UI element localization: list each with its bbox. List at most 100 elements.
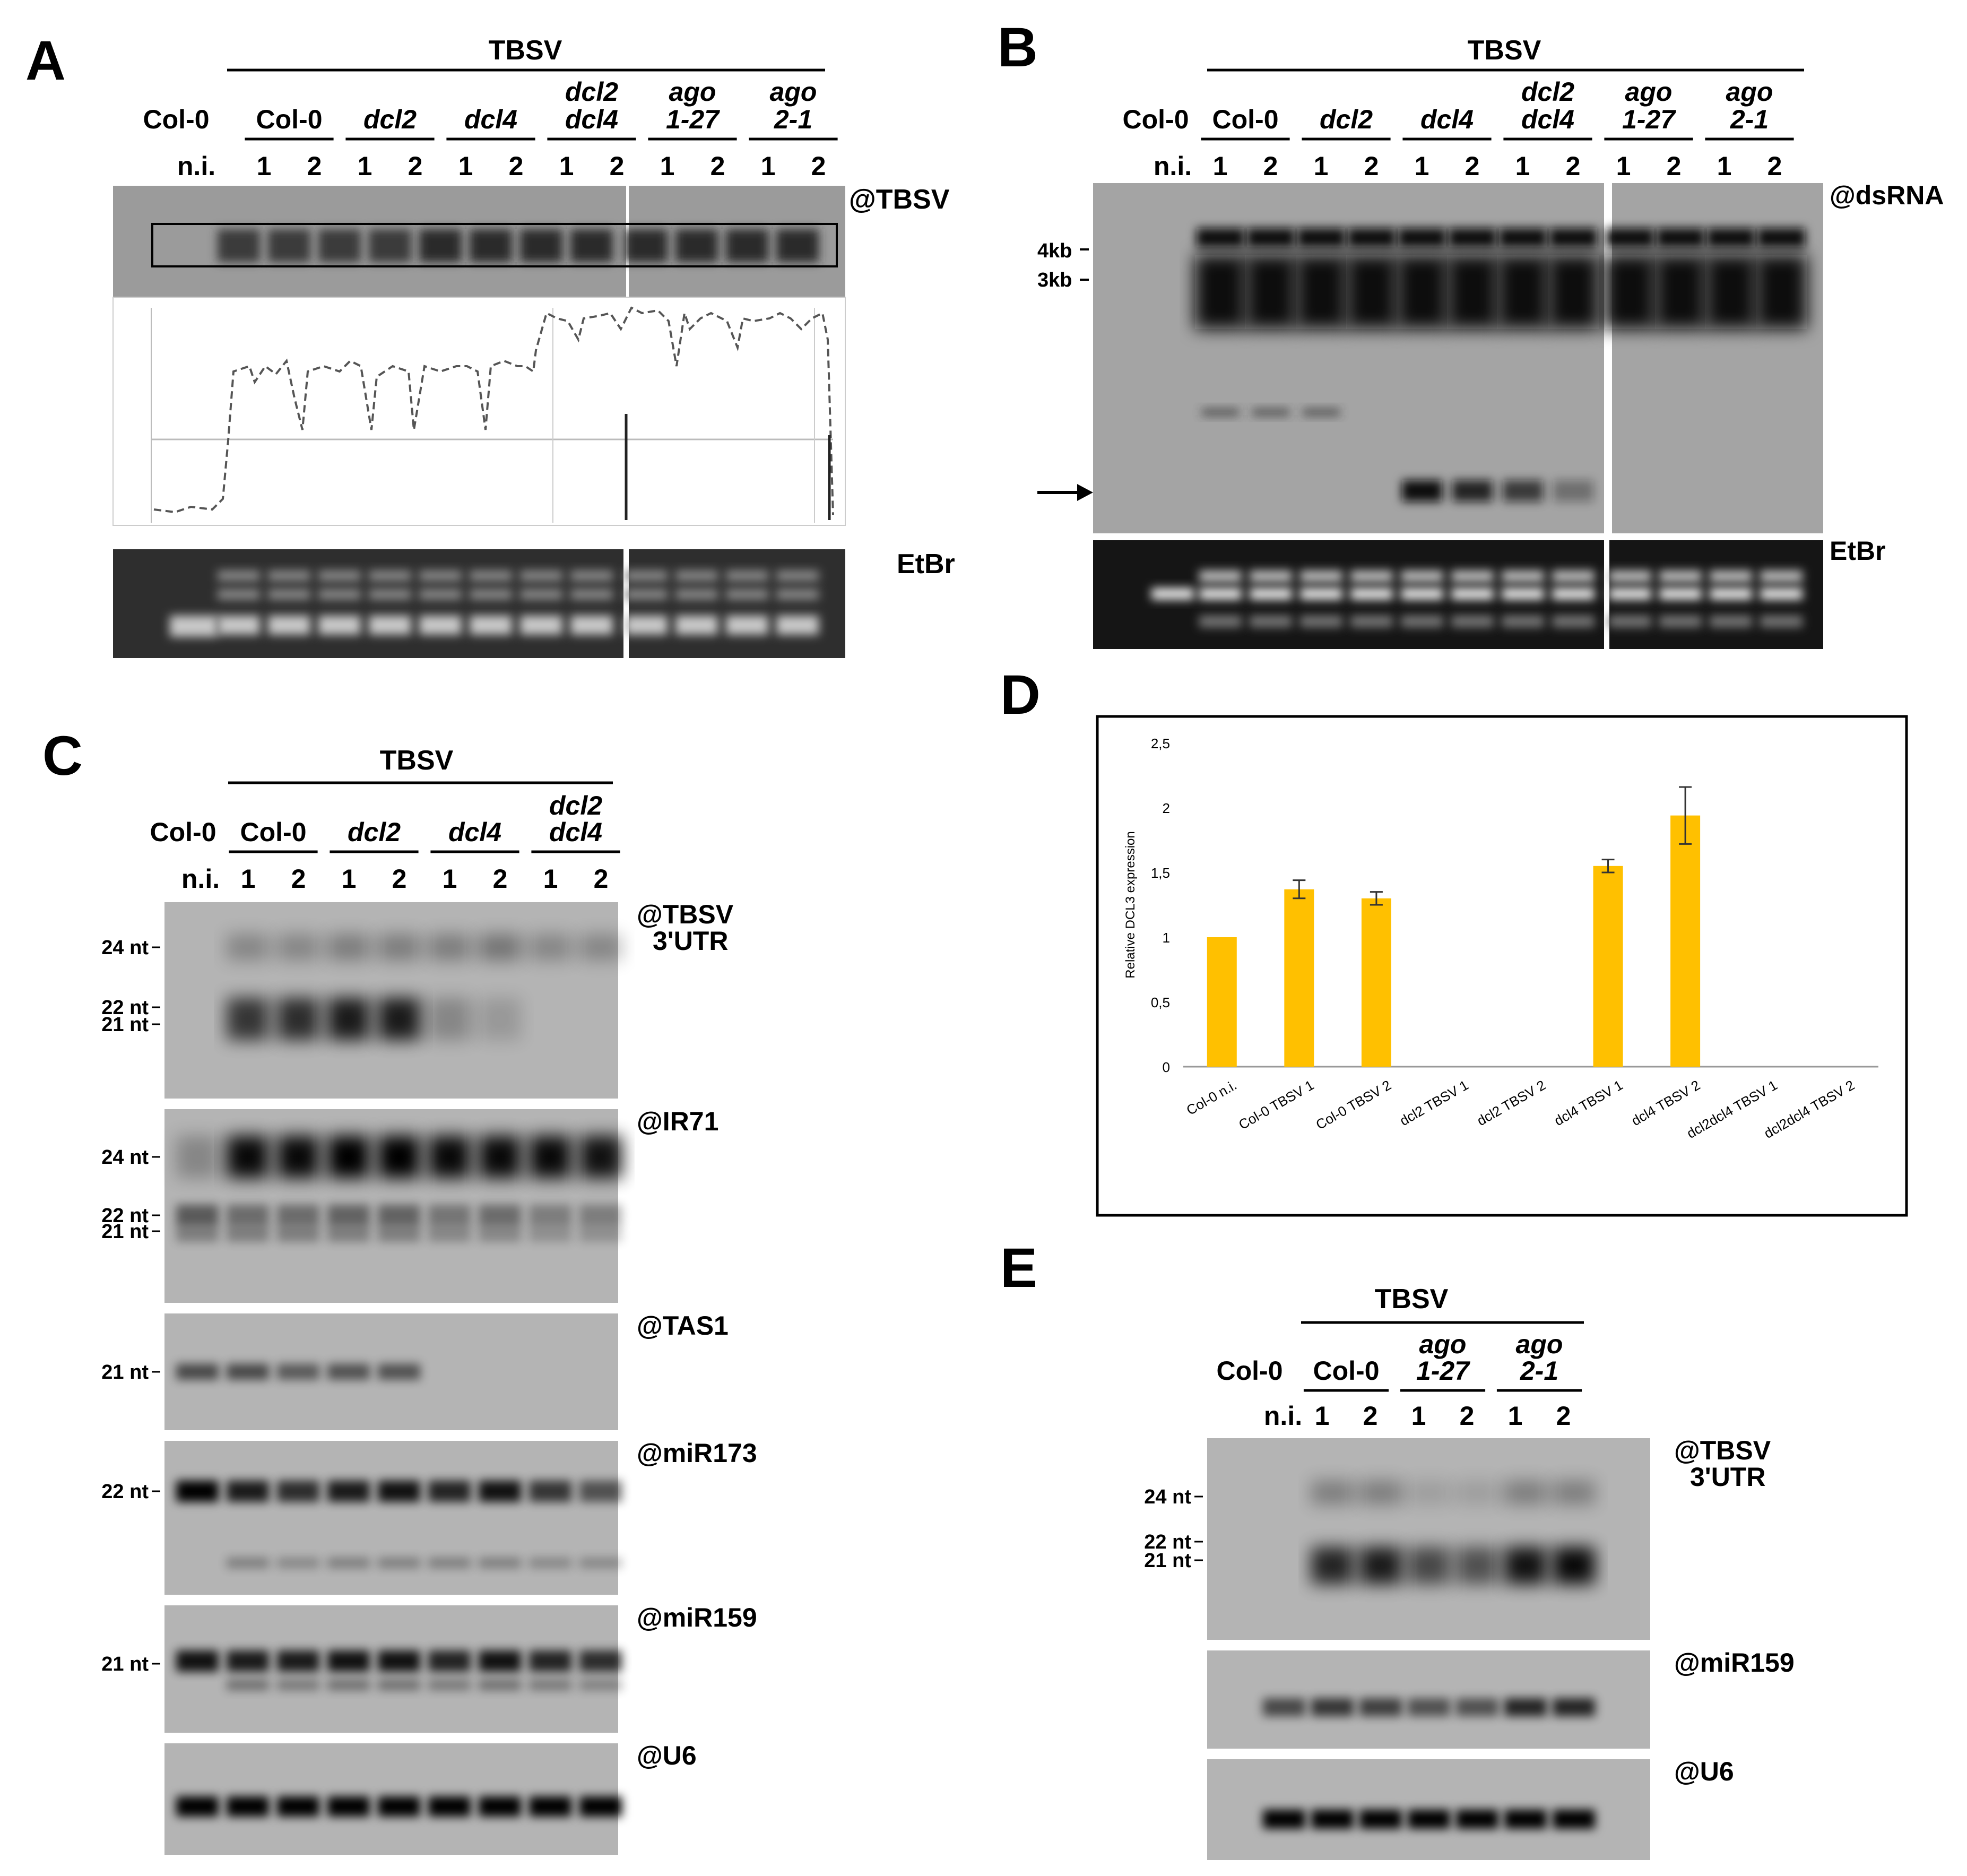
rrna-band [1659, 616, 1702, 627]
rrna-band [369, 570, 411, 581]
panel-letter-e: E [1000, 1237, 1037, 1299]
blot-band [1408, 1481, 1450, 1505]
panel-letter-b: B [998, 16, 1038, 79]
blot-band [268, 229, 310, 262]
genotype-label: dcl4 [1521, 105, 1574, 134]
blot-band [327, 998, 370, 1040]
rrna-band [1451, 570, 1494, 582]
blot-band [176, 1364, 219, 1380]
replicate-label: 1 [761, 151, 776, 181]
rrna-band [1199, 570, 1242, 582]
densitometry-trace [153, 306, 834, 515]
replicate-label: 1 [1314, 151, 1329, 181]
blot-band [1247, 228, 1295, 247]
ni-label-b: n.i. [1154, 151, 1192, 181]
blot-band [1348, 228, 1396, 247]
blot-band [1606, 228, 1654, 247]
blot-band [1456, 1481, 1498, 1505]
blot-membrane [1207, 1438, 1650, 1640]
ni-label-a: n.i. [177, 151, 215, 181]
blot-band [1359, 1547, 1402, 1584]
blot-band [1197, 228, 1244, 247]
blot-band [579, 1796, 622, 1817]
size-marker-4kb: 4kb [1037, 240, 1072, 262]
genotype-label-top: dcl2 [549, 791, 602, 820]
blot-smear [1195, 255, 1246, 329]
panel-a: A TBSV Col-0 n.i. Col-0 1 2 dcl2 1 2 dcl4 1 2 dcl… [25, 30, 955, 658]
replicate-label: 1 [543, 864, 558, 894]
probe-label-line2: 3'UTR [653, 926, 728, 956]
replicate-label: 1 [660, 151, 675, 181]
genotype-label: dcl4 [464, 105, 517, 134]
y-tick-label: 2 [1163, 800, 1170, 816]
blot-band [227, 1136, 269, 1178]
replicate-label: 1 [1411, 1401, 1426, 1431]
blot-band [579, 1205, 622, 1226]
rrna-band [1609, 588, 1651, 600]
blot-band [428, 1481, 471, 1502]
rrna-band [218, 570, 260, 581]
blot-band [327, 1796, 370, 1817]
blot-band [1456, 1698, 1498, 1716]
rrna-band [1451, 588, 1494, 600]
rrna-band [776, 570, 819, 581]
blot-smear [1497, 255, 1548, 329]
rrna-band [369, 589, 411, 600]
blot-band [726, 229, 768, 262]
blot-band [378, 1481, 420, 1502]
rrna-band [1760, 588, 1803, 600]
blot-band [227, 1364, 269, 1380]
blot-band [1707, 228, 1755, 247]
panel-letter-d: D [1000, 664, 1041, 726]
rrna-band [218, 616, 260, 635]
replicate-label: 2 [710, 151, 725, 181]
blot-smear [1245, 255, 1296, 329]
blot-band [1263, 1698, 1305, 1716]
rrna-band [268, 570, 310, 581]
rrna-band [1401, 588, 1443, 600]
blot-band [327, 1558, 370, 1568]
rrna-band [726, 616, 768, 635]
blot-band [176, 1226, 219, 1242]
blot-band [1499, 228, 1547, 247]
genotype-label-top: ago [1726, 77, 1773, 107]
blot-band [277, 998, 319, 1040]
replicate-label: 2 [1556, 1401, 1571, 1431]
genotype-label: dcl2 [348, 817, 401, 847]
rrna-band [1552, 616, 1595, 627]
replicate-label: 2 [610, 151, 625, 181]
blot-band [176, 1136, 219, 1178]
rrna-band [726, 589, 768, 600]
blot-band [1263, 1810, 1305, 1829]
blot-band [277, 1558, 319, 1568]
rrna-band [318, 616, 361, 635]
rrna-band [776, 589, 819, 600]
blot-band [327, 1205, 370, 1226]
bar [1670, 815, 1701, 1067]
y-tick-label: 2,5 [1151, 736, 1170, 751]
blot-band [1657, 228, 1704, 247]
blot-band [428, 1558, 471, 1568]
sirna-band [1402, 480, 1442, 502]
probe-label: @U6 [637, 1741, 697, 1770]
genotype-label: dcl2 [363, 105, 417, 134]
rrna-band [570, 616, 613, 635]
blot-band [579, 934, 622, 961]
blot-band [176, 1796, 219, 1817]
replicate-label: 1 [1717, 151, 1732, 181]
rrna-band [1760, 570, 1803, 582]
treatment-label-a: TBSV [489, 35, 562, 66]
blot-band [227, 1226, 269, 1242]
size-marker: 24 nt [101, 937, 149, 959]
genotype-label-top: dcl2 [1521, 77, 1574, 107]
replicate-label: 1 [358, 151, 372, 181]
rrna-band [1300, 588, 1342, 600]
blot-band [579, 1650, 622, 1672]
blot-band [1311, 1698, 1354, 1716]
blot-band [428, 1650, 471, 1672]
rrna-band [570, 570, 613, 581]
control-label-a: Col-0 [143, 105, 210, 134]
rrna-band [1659, 570, 1702, 582]
rrna-band [1710, 588, 1752, 600]
blot-band [570, 229, 613, 262]
